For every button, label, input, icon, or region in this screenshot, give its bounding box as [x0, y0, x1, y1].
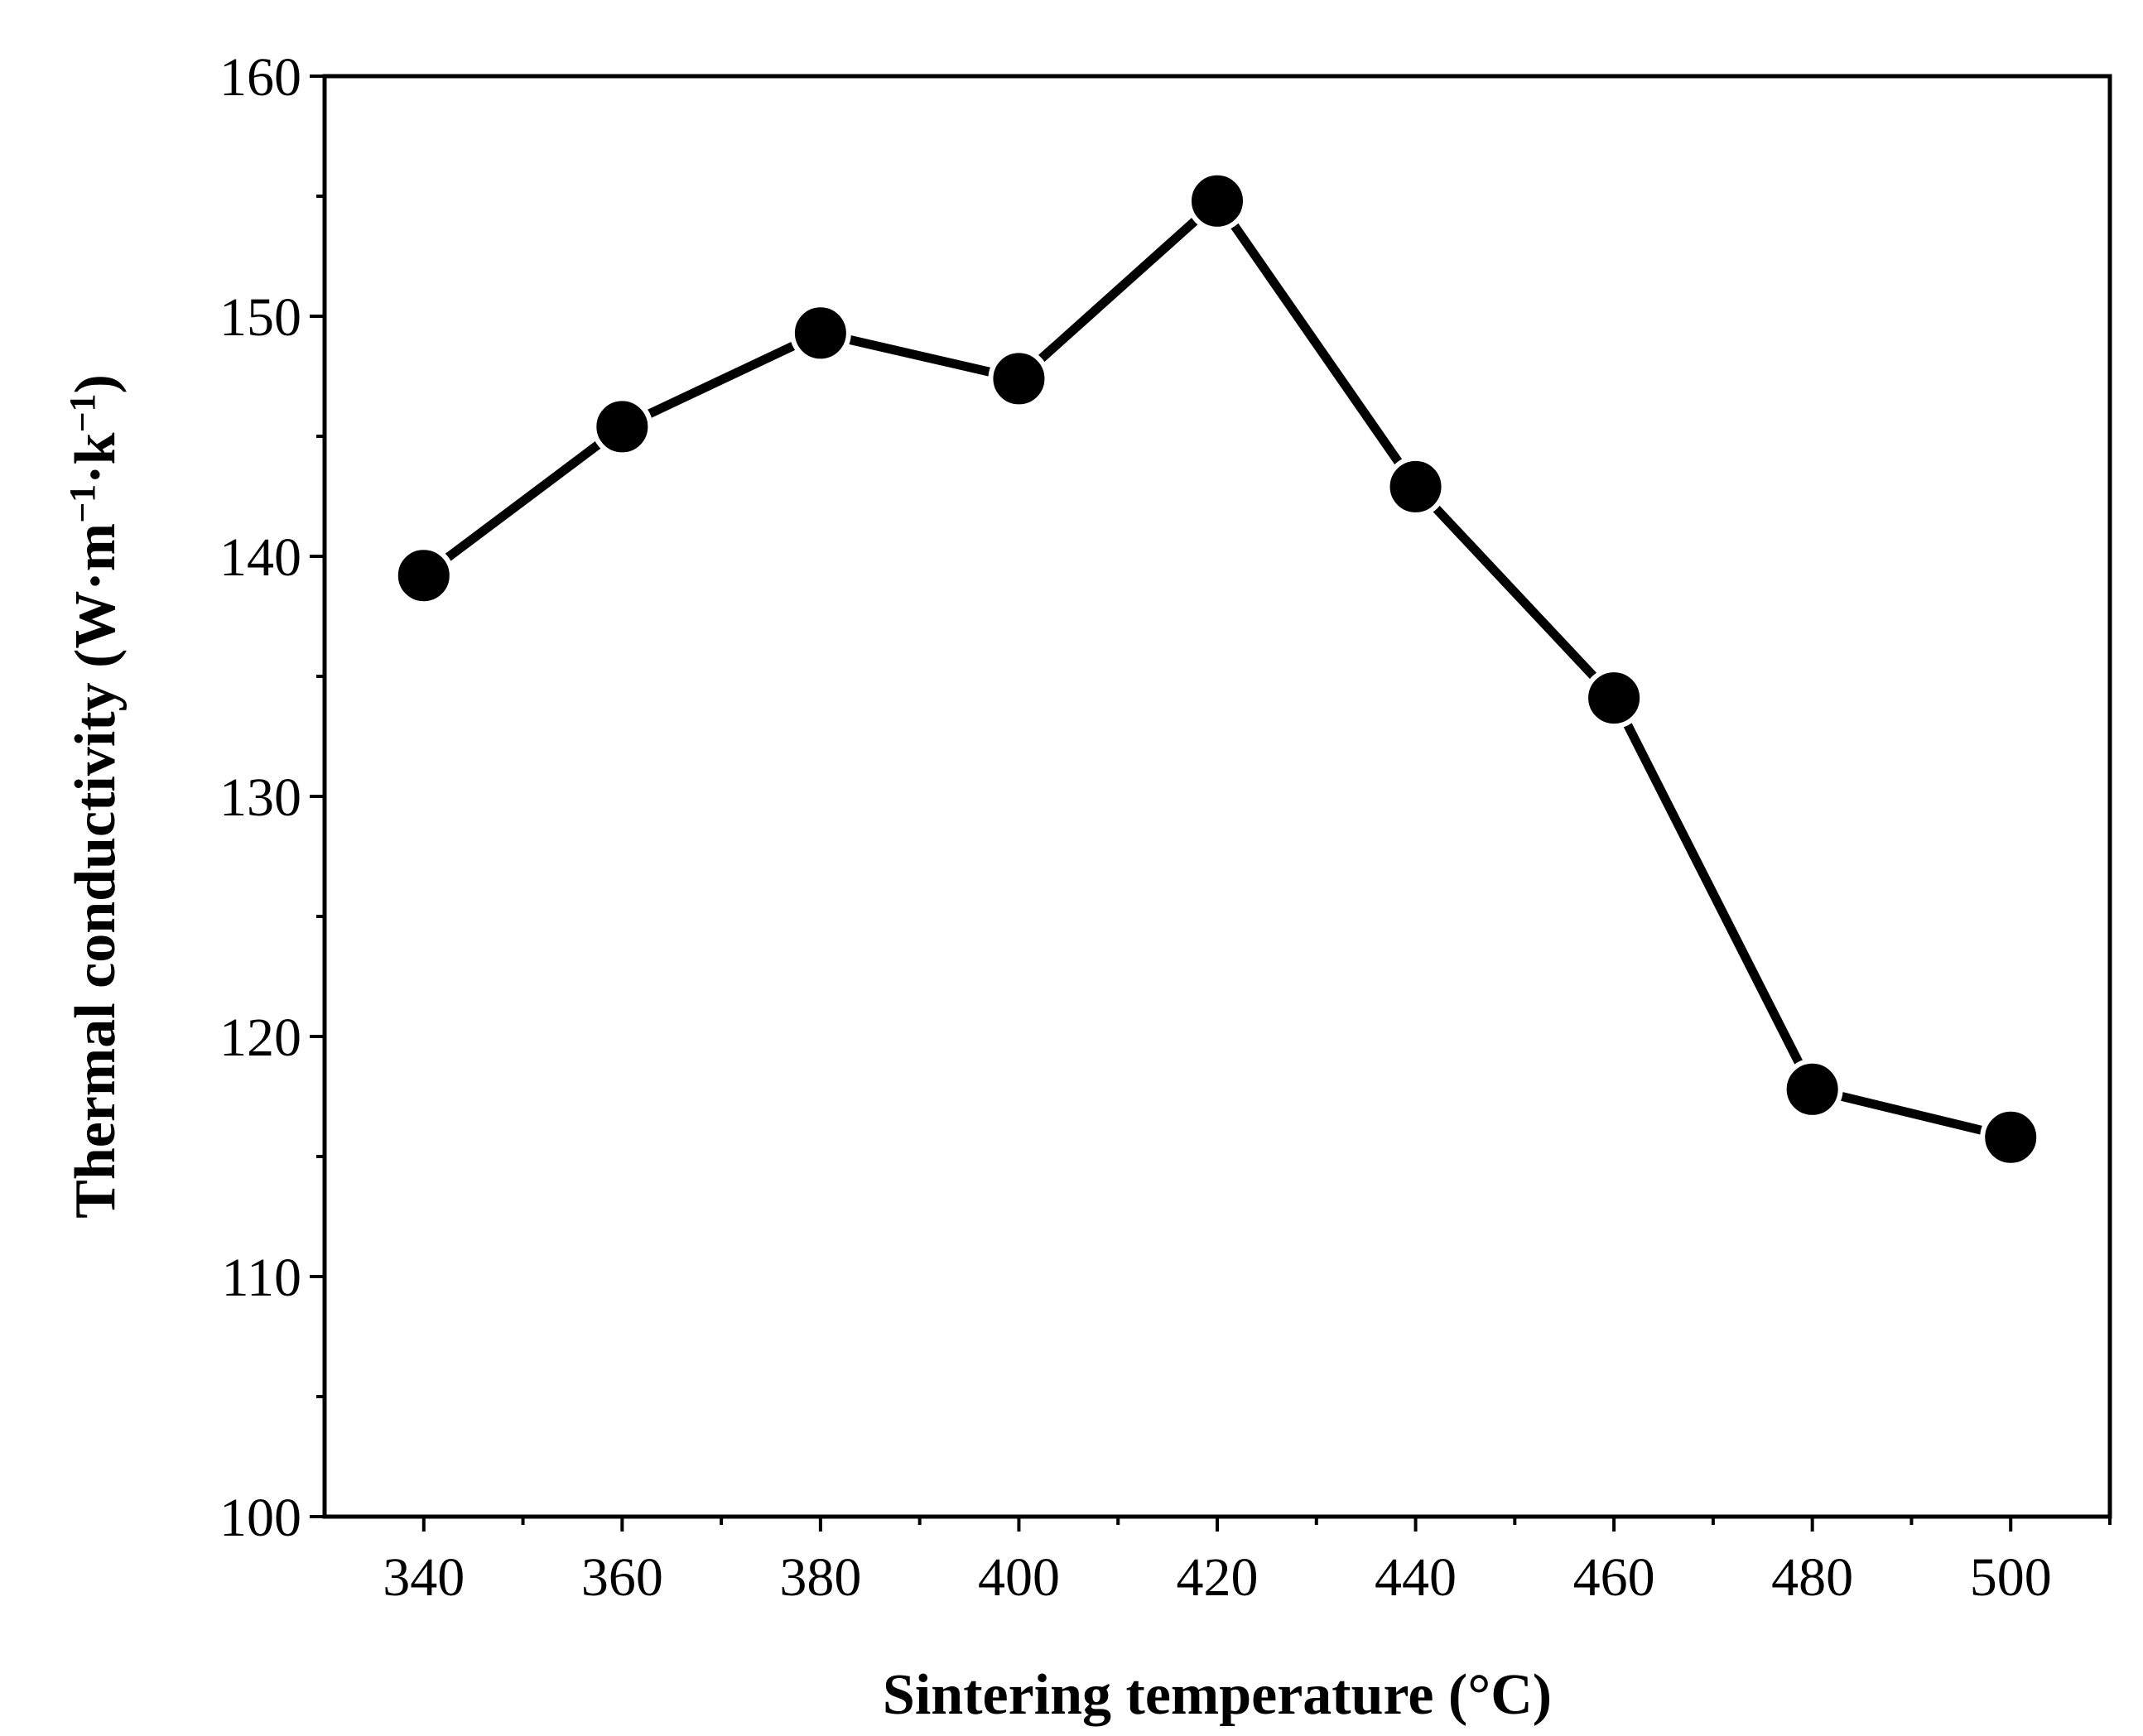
x-tick-label: 340	[383, 1547, 465, 1608]
data-point	[1583, 667, 1645, 729]
data-point	[988, 348, 1050, 410]
data-point	[1980, 1106, 2042, 1168]
y-tick-label: 120	[219, 1007, 301, 1068]
data-point	[1781, 1058, 1843, 1120]
y-tick-label: 150	[219, 287, 301, 348]
y-tick-label: 140	[219, 527, 301, 588]
y-tick-label: 160	[219, 47, 301, 108]
y-axis-ticks: 100 110 120 130 140 150 160	[219, 47, 325, 1548]
y-axis-title-prefix: Thermal conductivity (W·m	[64, 523, 128, 1219]
x-tick-label: 380	[779, 1547, 861, 1608]
data-point	[789, 302, 851, 364]
x-tick-label: 500	[1970, 1547, 2052, 1608]
series-line	[421, 194, 2012, 1142]
data-point	[1187, 170, 1248, 232]
x-axis-ticks: 340 360 380 400 420 440 460 480 500	[383, 1517, 2112, 1608]
x-tick-label: 440	[1375, 1547, 1457, 1608]
y-tick-label: 100	[219, 1488, 301, 1548]
y-axis-title-exp1: −1	[62, 484, 103, 523]
data-point	[591, 396, 653, 458]
y-axis-title-suffix: )	[64, 374, 128, 393]
x-tick-label: 360	[581, 1547, 663, 1608]
y-tick-label: 130	[219, 767, 301, 828]
x-axis-title: Sintering temperature (°C)	[883, 1663, 1552, 1727]
y-axis-title-exp2: −1	[62, 393, 103, 432]
data-point	[1385, 455, 1447, 517]
data-series	[392, 170, 2042, 1168]
y-tick-label: 110	[221, 1248, 301, 1308]
x-tick-label: 480	[1771, 1547, 1853, 1608]
y-axis-title: Thermal conductivity (W·m−1·k−1)	[62, 374, 128, 1219]
x-tick-label: 420	[1177, 1547, 1259, 1608]
plot-frame	[322, 74, 2112, 1519]
data-point	[392, 545, 455, 607]
y-axis-title-middle: ·k	[64, 432, 128, 483]
x-tick-label: 400	[978, 1547, 1060, 1608]
x-tick-label: 460	[1573, 1547, 1655, 1608]
